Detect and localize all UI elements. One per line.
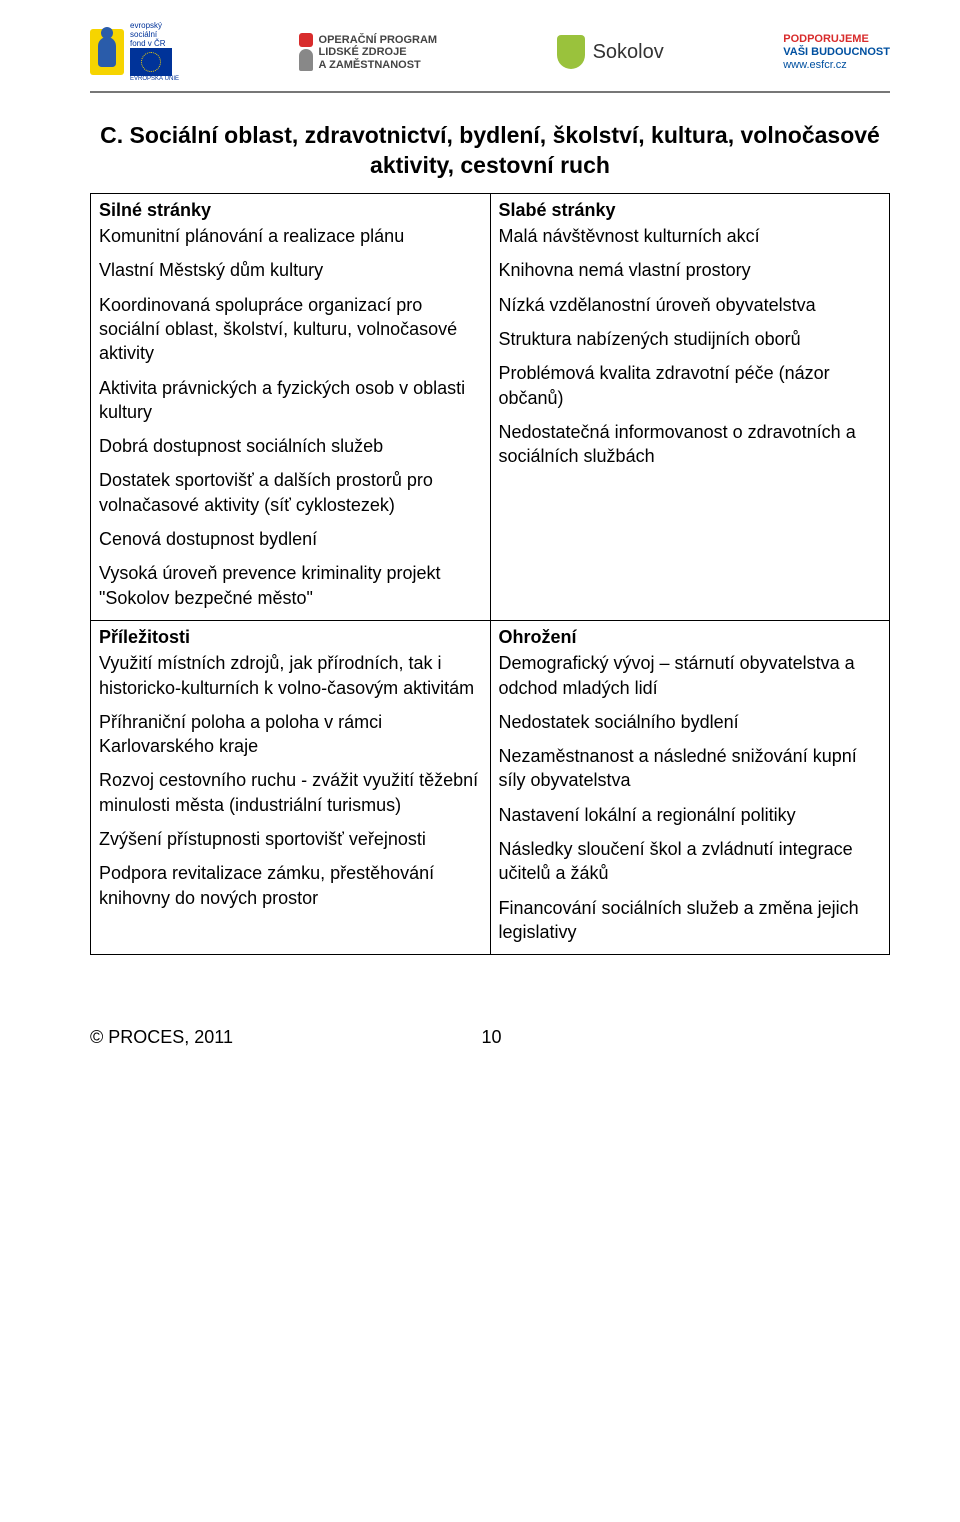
page: evropský sociální fond v ČR EVROPSKÁ UNI… xyxy=(0,0,960,1089)
threats-item: Financování sociálních služeb a změna je… xyxy=(499,896,882,945)
support-block: PODPORUJEME VAŠI BUDOUCNOST www.esfcr.cz xyxy=(783,33,890,73)
esf-line: fond v ČR xyxy=(130,40,179,49)
threats-item: Demografický vývoj – stárnutí obyvatelst… xyxy=(499,651,882,700)
section-title: C. Sociální oblast, zdravotnictví, bydle… xyxy=(90,121,890,181)
page-footer: © PROCES, 2011 10 xyxy=(90,1025,890,1049)
strengths-item: Aktivita právnických a fyzických osob v … xyxy=(99,376,482,425)
weaknesses-item: Knihovna nemá vlastní prostory xyxy=(499,258,882,282)
strengths-item: Vysoká úroveň prevence kriminality proje… xyxy=(99,561,482,610)
op-line: LIDSKÉ ZDROJE xyxy=(319,46,438,59)
sokolov-logo: Sokolov xyxy=(557,35,664,69)
opportunities-head: Příležitosti xyxy=(99,625,482,649)
esf-icon xyxy=(90,29,124,75)
swot-table: Silné stránky Komunitní plánování a real… xyxy=(90,193,890,955)
strengths-item: Cenová dostupnost bydlení xyxy=(99,527,482,551)
sokolov-text: Sokolov xyxy=(593,39,664,66)
page-number: 10 xyxy=(233,1025,750,1049)
support-url: www.esfcr.cz xyxy=(783,59,890,72)
header-divider xyxy=(90,91,890,93)
threats-cell: Ohrožení Demografický vývoj – stárnutí o… xyxy=(490,620,890,954)
opportunities-item: Rozvoj cestovního ruchu - zvážit využití… xyxy=(99,768,482,817)
strengths-item: Komunitní plánování a realizace plánu xyxy=(99,224,482,248)
threats-head: Ohrožení xyxy=(499,625,882,649)
weaknesses-item: Nedostatečná informovanost o zdravotních… xyxy=(499,420,882,469)
opportunities-item: Příhraniční poloha a poloha v rámci Karl… xyxy=(99,710,482,759)
strengths-cell: Silné stránky Komunitní plánování a real… xyxy=(91,193,491,620)
threats-item: Nastavení lokální a regionální politiky xyxy=(499,803,882,827)
weaknesses-head: Slabé stránky xyxy=(499,198,882,222)
sokolov-shield-icon xyxy=(557,35,585,69)
opportunities-cell: Příležitosti Využití místních zdrojů, ja… xyxy=(91,620,491,954)
support-line: VAŠI BUDOUCNOST xyxy=(783,46,890,59)
op-program-icon xyxy=(299,33,313,71)
strengths-item: Dobrá dostupnost sociálních služeb xyxy=(99,434,482,458)
strengths-item: Vlastní Městský dům kultury xyxy=(99,258,482,282)
weaknesses-item: Nízká vzdělanostní úroveň obyvatelstva xyxy=(499,293,882,317)
op-line: A ZAMĚSTNANOST xyxy=(319,59,438,72)
threats-item: Nedostatek sociálního bydlení xyxy=(499,710,882,734)
strengths-item: Dostatek sportovišť a dalších prostorů p… xyxy=(99,468,482,517)
weaknesses-cell: Slabé stránky Malá návštěvnost kulturníc… xyxy=(490,193,890,620)
opportunities-item: Podpora revitalizace zámku, přestěhování… xyxy=(99,861,482,910)
weaknesses-item: Problémová kvalita zdravotní péče (názor… xyxy=(499,361,882,410)
op-program-text: OPERAČNÍ PROGRAM LIDSKÉ ZDROJE A ZAMĚSTN… xyxy=(319,34,438,72)
op-line: OPERAČNÍ PROGRAM xyxy=(319,34,438,47)
weaknesses-item: Struktura nabízených studijních oborů xyxy=(499,327,882,351)
eu-label: EVROPSKÁ UNIE xyxy=(130,76,179,83)
op-program-logo: OPERAČNÍ PROGRAM LIDSKÉ ZDROJE A ZAMĚSTN… xyxy=(299,33,438,71)
weaknesses-item: Malá návštěvnost kulturních akcí xyxy=(499,224,882,248)
opportunities-item: Zvýšení přístupnosti sportovišť veřejnos… xyxy=(99,827,482,851)
opportunities-item: Využití místních zdrojů, jak přírodních,… xyxy=(99,651,482,700)
strengths-head: Silné stránky xyxy=(99,198,482,222)
esf-logo: evropský sociální fond v ČR EVROPSKÁ UNI… xyxy=(90,22,179,83)
eu-flag-icon xyxy=(130,48,172,76)
threats-item: Následky sloučení škol a zvládnutí integ… xyxy=(499,837,882,886)
header-logos: evropský sociální fond v ČR EVROPSKÁ UNI… xyxy=(90,22,890,83)
strengths-item: Koordinovaná spolupráce organizací pro s… xyxy=(99,293,482,366)
footer-copyright: © PROCES, 2011 xyxy=(90,1025,233,1049)
esf-text: evropský sociální fond v ČR EVROPSKÁ UNI… xyxy=(130,22,179,83)
threats-item: Nezaměstnanost a následné snižování kupn… xyxy=(499,744,882,793)
support-line: PODPORUJEME xyxy=(783,33,890,46)
